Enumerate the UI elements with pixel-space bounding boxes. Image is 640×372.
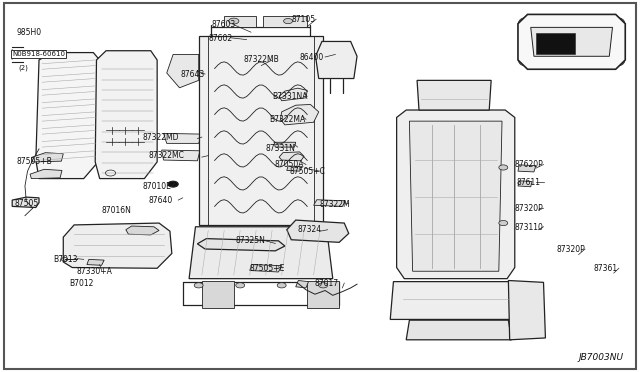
Polygon shape [280,105,319,125]
Text: 87361: 87361 [593,264,618,273]
Text: 873110: 873110 [515,223,543,232]
Text: 87643: 87643 [180,70,205,78]
Circle shape [607,17,625,28]
Text: B7012: B7012 [70,279,94,288]
Text: 87320P: 87320P [556,244,585,253]
Polygon shape [287,166,302,171]
Text: 87017: 87017 [315,279,339,288]
Text: (2): (2) [19,64,28,71]
Polygon shape [406,320,511,340]
Circle shape [284,19,292,24]
Text: 87050A: 87050A [274,160,303,169]
Polygon shape [189,227,333,279]
Polygon shape [518,15,625,69]
Text: 87620P: 87620P [515,160,543,169]
Polygon shape [417,80,491,110]
Polygon shape [164,134,202,143]
Circle shape [194,283,203,288]
Polygon shape [202,280,234,308]
Text: B7322MA: B7322MA [269,115,305,124]
Polygon shape [95,51,157,179]
Polygon shape [518,181,532,187]
Polygon shape [397,110,515,279]
Text: 87505+B: 87505+B [17,157,52,166]
Polygon shape [307,280,339,308]
Text: 87322MB: 87322MB [243,55,279,64]
FancyBboxPatch shape [536,33,575,54]
Text: 87331N: 87331N [266,144,296,153]
Text: N0B918-60610: N0B918-60610 [12,51,65,57]
Text: 87322MC: 87322MC [149,151,185,160]
Polygon shape [296,280,308,288]
Text: 87505+C: 87505+C [289,167,325,176]
Circle shape [499,165,508,170]
Circle shape [168,181,178,187]
Text: 86400: 86400 [300,52,324,61]
Polygon shape [279,152,304,161]
Polygon shape [518,165,536,172]
Circle shape [499,221,508,226]
Text: 87324: 87324 [298,225,322,234]
Text: 87602: 87602 [208,34,232,44]
Circle shape [319,283,328,288]
Text: 87010E: 87010E [143,182,172,191]
Polygon shape [279,88,307,101]
Text: B7331NA: B7331NA [272,92,308,101]
Polygon shape [31,153,63,162]
Polygon shape [250,264,282,272]
Polygon shape [36,52,100,179]
Polygon shape [87,259,104,265]
Text: 87322MD: 87322MD [143,132,179,142]
Polygon shape [12,197,39,208]
Polygon shape [198,36,323,225]
Text: 87322M: 87322M [320,200,351,209]
Circle shape [518,56,536,66]
Text: 87603: 87603 [211,20,236,29]
Text: B7013: B7013 [53,255,77,264]
Polygon shape [390,282,521,320]
Circle shape [518,17,536,28]
Text: 87105: 87105 [291,15,316,24]
Text: 87325N: 87325N [236,236,266,246]
Polygon shape [274,142,296,147]
Polygon shape [197,238,285,251]
Text: 87505+E: 87505+E [250,264,285,273]
Circle shape [228,18,239,24]
Circle shape [607,56,625,66]
Polygon shape [167,54,198,88]
Polygon shape [63,223,172,268]
Text: 985H0: 985H0 [17,28,42,37]
Polygon shape [126,226,159,235]
Polygon shape [410,121,502,271]
Polygon shape [531,28,612,56]
Text: 87016N: 87016N [102,206,131,215]
Text: 87611: 87611 [516,178,541,187]
Polygon shape [314,200,346,206]
Polygon shape [316,41,357,78]
Polygon shape [262,16,307,27]
Polygon shape [508,280,545,340]
Text: 87330+A: 87330+A [76,267,112,276]
Text: JB7003NU: JB7003NU [578,353,623,362]
Polygon shape [287,220,349,242]
Text: 87320P: 87320P [515,204,543,213]
Polygon shape [162,150,200,161]
Polygon shape [224,16,256,27]
Text: 87505: 87505 [15,199,39,208]
Text: 87640: 87640 [149,196,173,205]
Circle shape [236,283,244,288]
Polygon shape [30,169,62,179]
Circle shape [277,283,286,288]
